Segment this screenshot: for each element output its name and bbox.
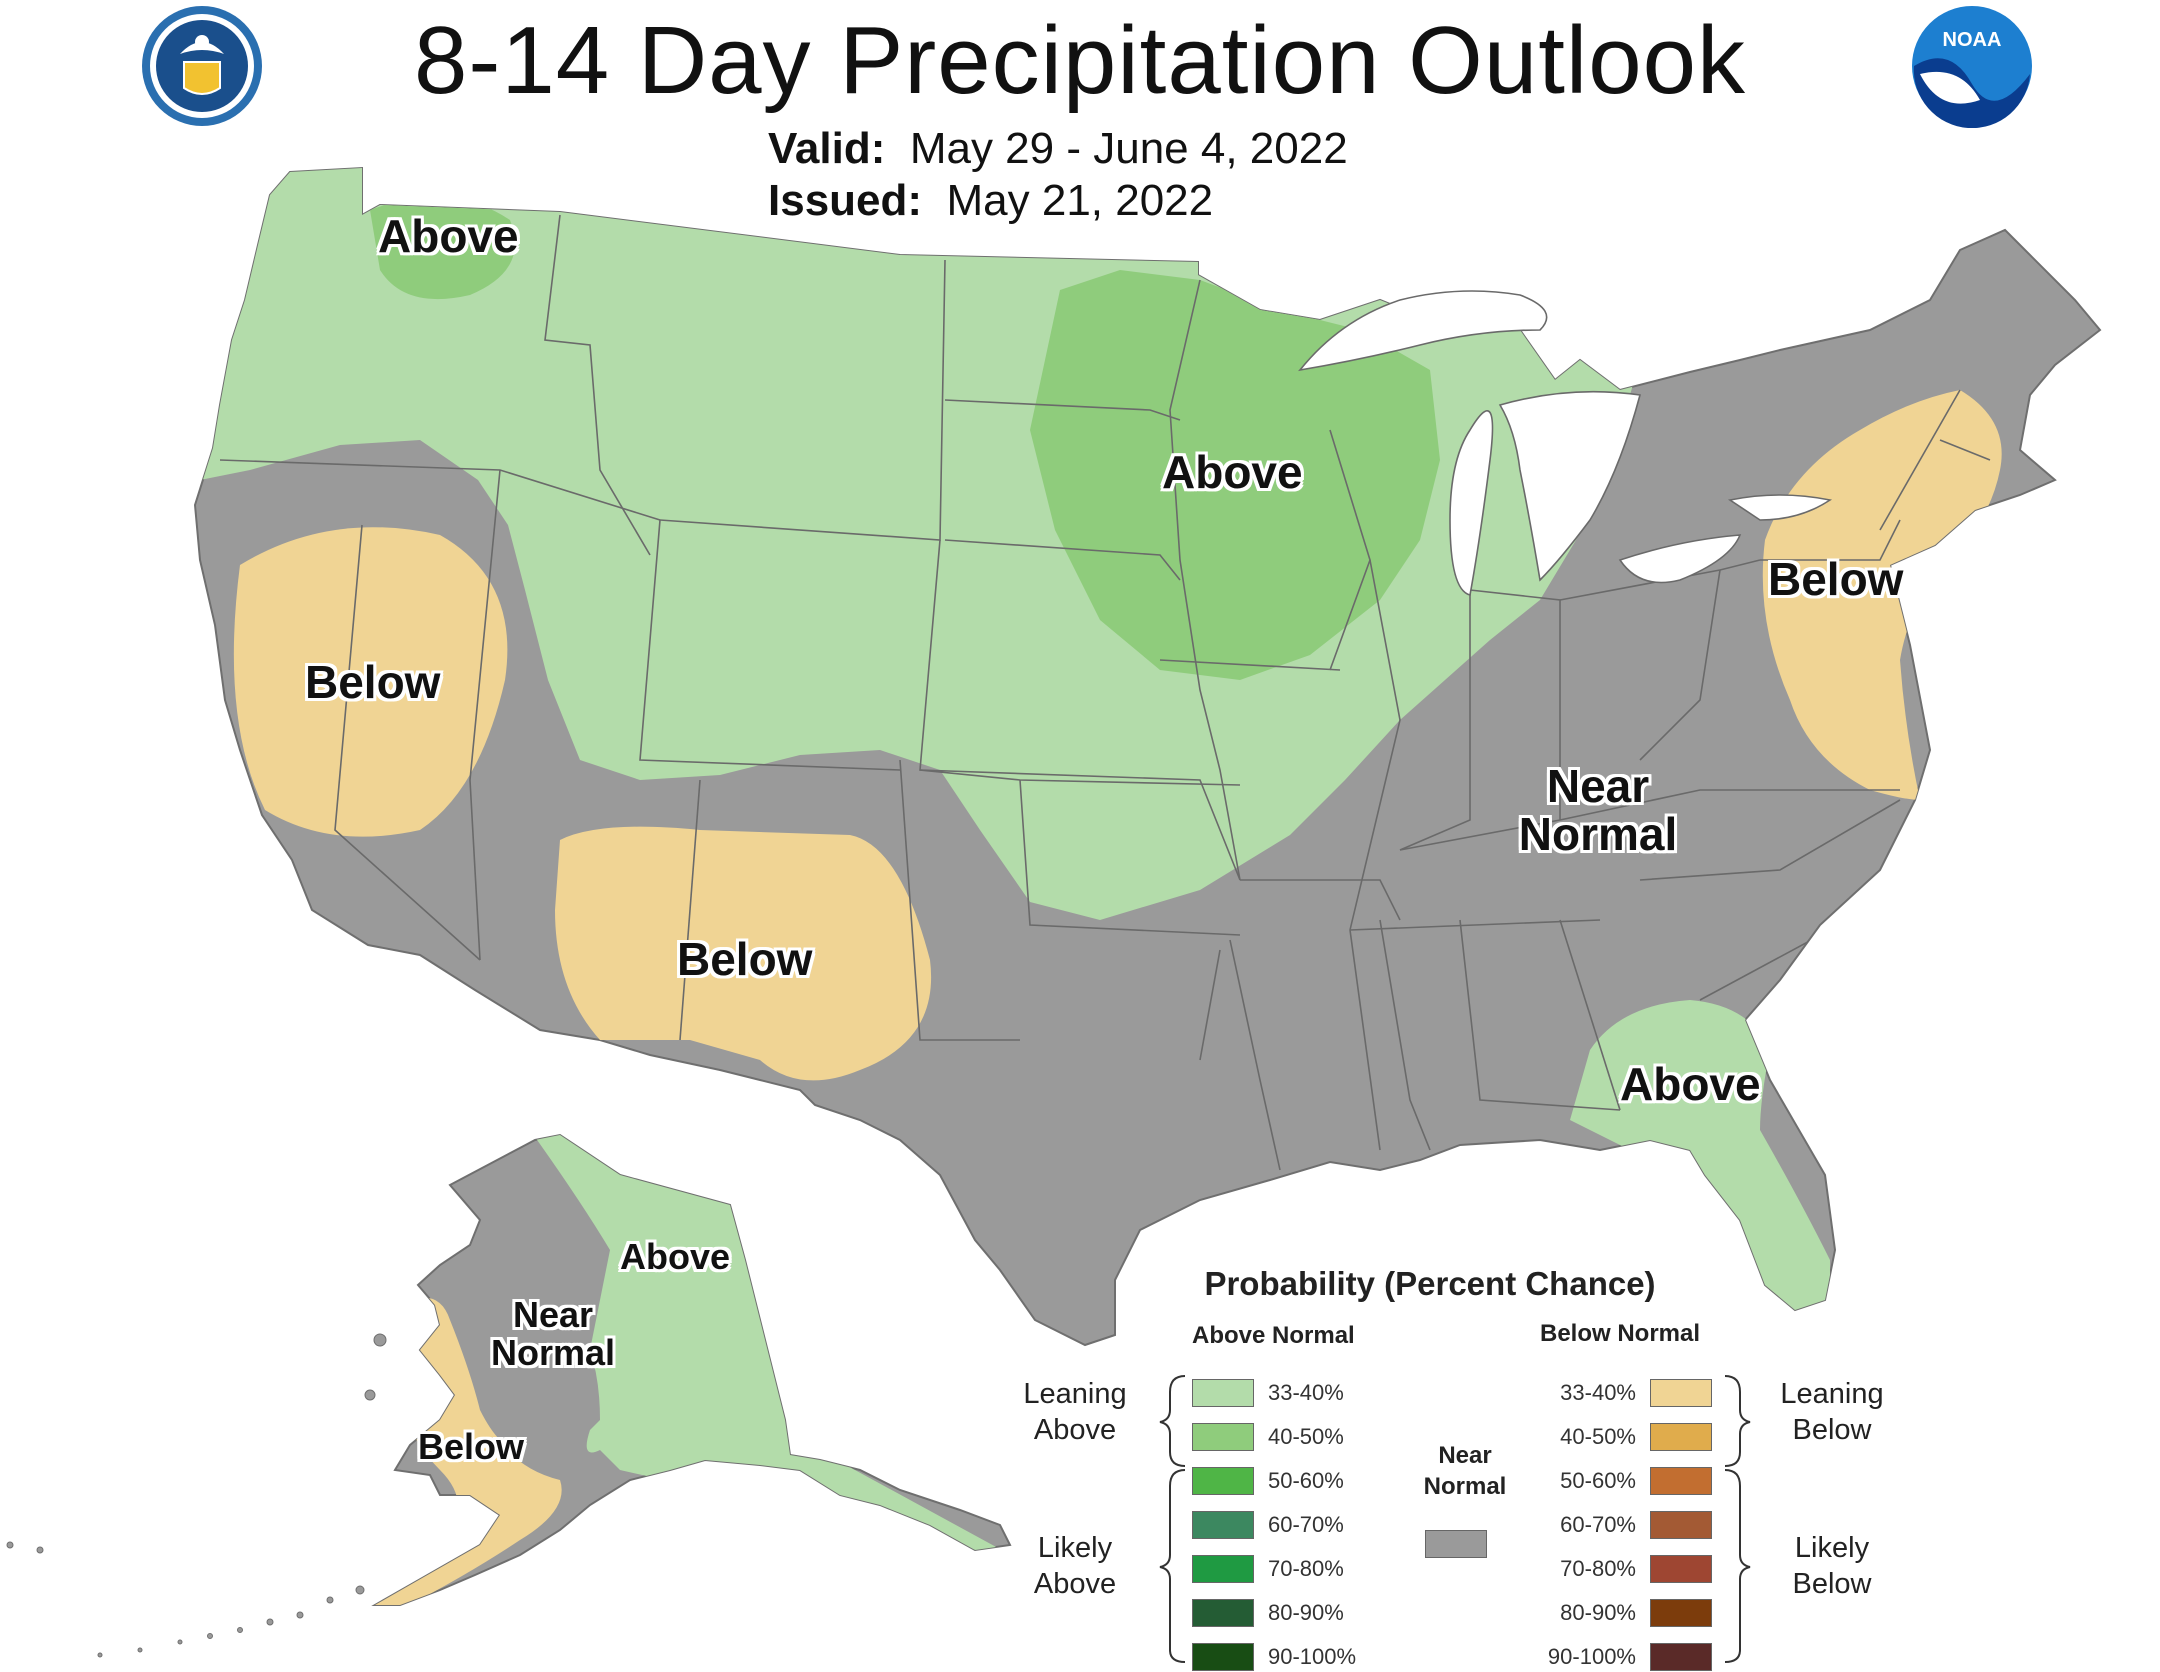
legend-below-swatch xyxy=(1650,1555,1712,1583)
legend-above-row: 60-70% xyxy=(1192,1510,1344,1540)
label-se-near: Near xyxy=(1546,760,1650,812)
label-midwest-above: Above xyxy=(1162,446,1303,498)
legend-below-header: Below Normal xyxy=(1540,1320,1701,1347)
likely-below-line-2: Below xyxy=(1792,1568,1872,1601)
legend-above-row: 80-90% xyxy=(1192,1598,1344,1628)
legend-above-row: 40-50% xyxy=(1192,1422,1344,1452)
legend-below-label: 80-90% xyxy=(1560,1600,1636,1625)
valid-label: Valid: xyxy=(768,124,886,173)
near-normal-line-1: Near xyxy=(1438,1442,1492,1469)
legend-title: Probability (Percent Chance) xyxy=(1204,1265,1656,1302)
legend-above-swatch xyxy=(1192,1555,1254,1583)
label-fl-above: Above xyxy=(1620,1058,1761,1110)
aleutian-islands xyxy=(6,1333,387,1658)
noaa-logo-icon: NOAA xyxy=(1912,6,2032,128)
state-borders xyxy=(219,214,1991,1171)
legend-below-row: 90-100% xyxy=(1526,1642,1712,1672)
label-wa-above: Above xyxy=(378,210,519,262)
legend-above-label: 70-80% xyxy=(1268,1556,1344,1581)
leaning-below-line-2: Below xyxy=(1792,1414,1872,1447)
doc-seal-icon xyxy=(142,6,262,126)
likely-above-line-1: Likely xyxy=(1037,1532,1113,1564)
valid-line: Valid: May 29 - June 4, 2022 xyxy=(768,124,1348,174)
issued-line: Issued: May 21, 2022 xyxy=(768,176,1213,226)
valid-date: May 29 - June 4, 2022 xyxy=(909,124,1348,173)
near-normal-line-2: Normal xyxy=(1423,1473,1507,1501)
leaning-above-line-1: Leaning xyxy=(1023,1378,1127,1410)
upper-midwest-above-region xyxy=(1030,270,1440,680)
sw-below-region xyxy=(555,826,932,1081)
likely-below-line-1: Likely xyxy=(1794,1532,1870,1564)
legend-above-swatch xyxy=(1192,1643,1254,1671)
legend-below-row: 80-90% xyxy=(1526,1598,1712,1628)
ca-below-region xyxy=(233,527,508,837)
ne-below-region xyxy=(1762,390,2002,800)
legend-below-row: 33-40% xyxy=(1526,1378,1712,1408)
wa-above-region xyxy=(370,197,515,300)
label-sw-below: Below xyxy=(677,933,813,985)
fl-above-region xyxy=(1570,1000,1830,1330)
legend-above-row: 50-60% xyxy=(1192,1466,1344,1496)
legend-below-row: 70-80% xyxy=(1526,1554,1712,1584)
label-ca-below: Below xyxy=(305,656,441,708)
leaning-above-line-2: Above xyxy=(1033,1414,1117,1447)
legend-below-row: 60-70% xyxy=(1526,1510,1712,1540)
legend-above-label: 80-90% xyxy=(1268,1600,1344,1625)
legend-above-swatch xyxy=(1192,1511,1254,1539)
legend-below-label: 60-70% xyxy=(1560,1512,1636,1537)
leaning-below-line-1: Leaning xyxy=(1780,1378,1884,1410)
legend-above-label: 90-100% xyxy=(1268,1644,1357,1669)
label-ak-near-normal: Near Normal xyxy=(478,1296,628,1372)
legend-above-swatch xyxy=(1192,1599,1254,1627)
legend-above-row: 70-80% xyxy=(1192,1554,1344,1584)
page-title: 8-14 Day Precipitation Outlook xyxy=(414,7,1746,114)
legend-below-swatch xyxy=(1650,1643,1712,1671)
legend-below-swatch xyxy=(1650,1467,1712,1495)
legend-above-row: 90-100% xyxy=(1192,1642,1356,1672)
legend-leaning-above: Leaning Above xyxy=(1005,1376,1145,1449)
legend-below-swatch xyxy=(1650,1511,1712,1539)
legend-above-label: 33-40% xyxy=(1268,1380,1344,1405)
legend-below-swatch xyxy=(1650,1423,1712,1451)
legend-above-swatch xyxy=(1192,1379,1254,1407)
legend-likely-below: Likely Below xyxy=(1762,1530,1902,1603)
legend-above-header: Above Normal xyxy=(1192,1322,1355,1349)
legend-above-swatch xyxy=(1192,1467,1254,1495)
legend-above-swatch xyxy=(1192,1423,1254,1451)
label-se-near-normal: Near Normal xyxy=(1508,762,1688,859)
legend-below-label: 70-80% xyxy=(1560,1556,1636,1581)
issued-label: Issued: xyxy=(768,176,923,225)
conus-map xyxy=(194,167,2101,1346)
legend-near-normal: Near Normal xyxy=(1405,1440,1525,1502)
legend-below-row: 50-60% xyxy=(1526,1466,1712,1496)
legend-above-label: 50-60% xyxy=(1268,1468,1344,1493)
legend-near-normal-swatch xyxy=(1425,1530,1487,1558)
legend-below-swatch xyxy=(1650,1599,1712,1627)
label-se-normal: Normal xyxy=(1518,808,1678,861)
legend-below-label: 50-60% xyxy=(1560,1468,1636,1493)
legend-below-label: 90-100% xyxy=(1547,1644,1636,1669)
label-ak-below: Below xyxy=(418,1426,525,1467)
svg-text:NOAA: NOAA xyxy=(1943,29,2002,51)
label-ne-below: Below xyxy=(1768,553,1904,605)
legend-brackets xyxy=(1159,1375,1751,1663)
legend-below-row: 40-50% xyxy=(1526,1422,1712,1452)
legend-below-label: 40-50% xyxy=(1560,1424,1636,1449)
legend-above-row: 33-40% xyxy=(1192,1378,1344,1408)
legend-above-label: 60-70% xyxy=(1268,1512,1344,1537)
alaska-map xyxy=(6,1134,1011,1658)
legend-below-swatch xyxy=(1650,1379,1712,1407)
label-ak-above: Above xyxy=(620,1236,731,1277)
legend-likely-above: Likely Above xyxy=(1005,1530,1145,1603)
label-ak-near: Near xyxy=(512,1294,594,1335)
legend-below-label: 33-40% xyxy=(1560,1380,1636,1405)
legend-leaning-below: Leaning Below xyxy=(1762,1376,1902,1449)
great-lakes xyxy=(1298,290,1833,596)
likely-above-line-2: Above xyxy=(1033,1568,1117,1601)
issued-date: May 21, 2022 xyxy=(946,176,1214,225)
legend-above-label: 40-50% xyxy=(1268,1424,1344,1449)
label-ak-normal: Normal xyxy=(490,1331,616,1373)
